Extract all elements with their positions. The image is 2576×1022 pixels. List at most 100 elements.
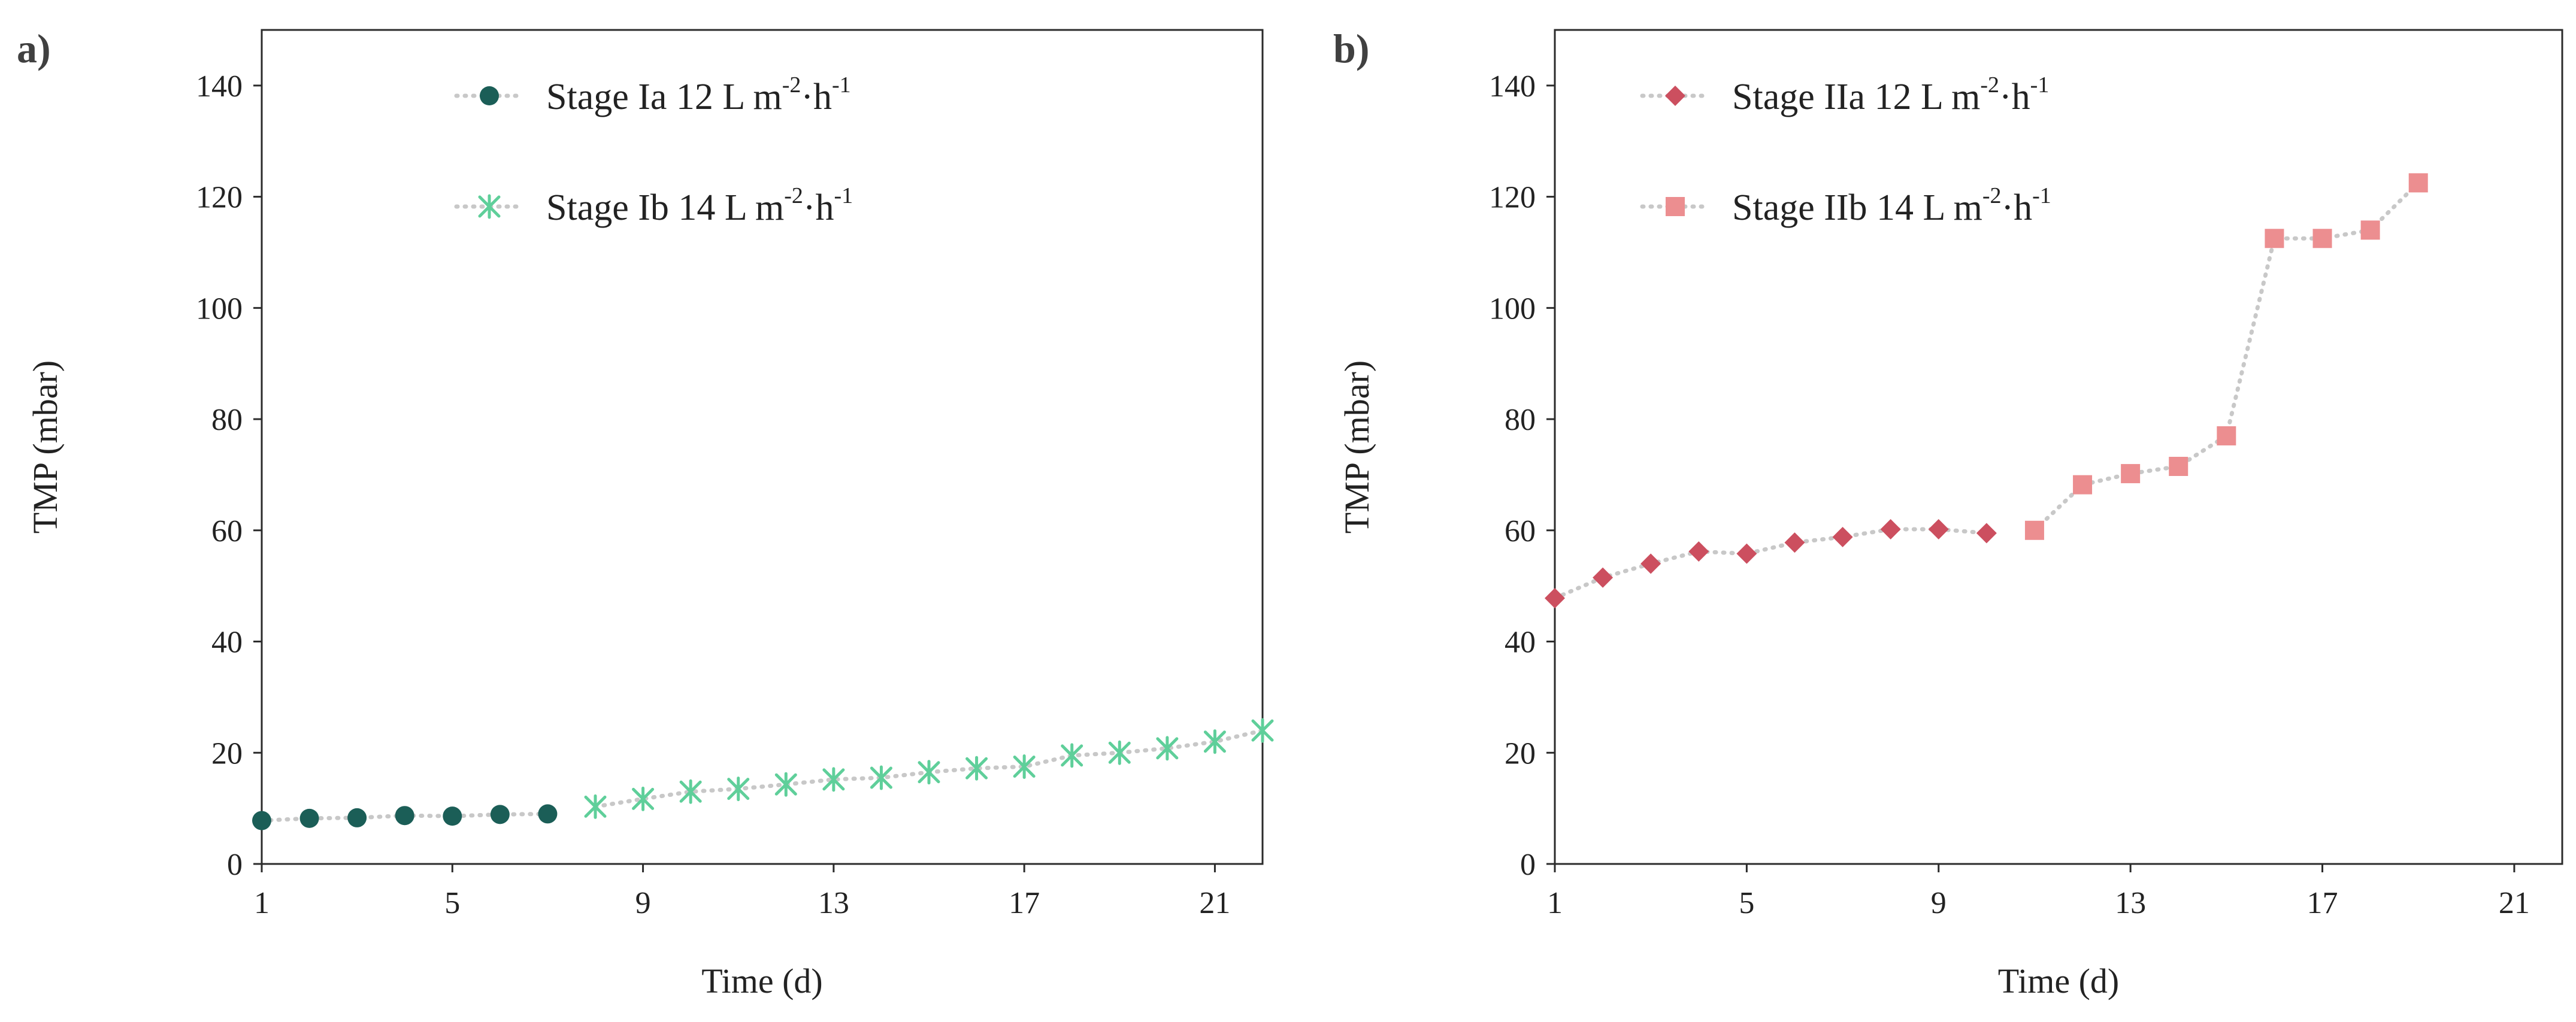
data-point xyxy=(1013,754,1036,779)
data-point xyxy=(1976,523,1997,544)
legend-text-part: Stage Ia 12 L m xyxy=(546,77,782,117)
data-point xyxy=(443,806,462,826)
legend-marker xyxy=(1665,86,1685,106)
x-tick-label: 9 xyxy=(635,886,651,920)
legend-superscript: -1 xyxy=(832,72,851,98)
y-axis-title: TMP (mbar) xyxy=(26,360,65,533)
legend-superscript: -1 xyxy=(2030,72,2050,98)
x-axis-title: Time (d) xyxy=(701,962,823,1000)
legend-superscript: -1 xyxy=(2032,183,2051,208)
data-point xyxy=(299,808,319,828)
legend-entry-1: Stage Ib 14 L m-2·h-1 xyxy=(454,183,853,228)
plot-frame xyxy=(261,29,1264,865)
y-tick-label: 100 xyxy=(196,292,243,326)
series-line xyxy=(2032,180,2421,533)
y-tick-label: 20 xyxy=(211,736,243,771)
data-point xyxy=(1203,729,1226,754)
y-tick-label: 40 xyxy=(1505,626,1536,660)
y-axis-title: TMP (mbar) xyxy=(1337,360,1376,533)
legend-entry-0: Stage Ia 12 L m-2·h-1 xyxy=(454,72,851,117)
data-point xyxy=(679,779,702,804)
legend-label: Stage IIb 14 L m-2·h-1 xyxy=(1732,183,2051,228)
legend-marker xyxy=(478,194,501,219)
data-point xyxy=(632,786,655,811)
chart-panel-b: b) 0 20 40 60 80 100 120 140 1 5 9 13 17 21 Time (d) TMP… xyxy=(1333,26,2563,1000)
legend-superscript: -2 xyxy=(1980,72,1999,98)
data-point xyxy=(1545,588,1565,609)
legend-entry-1: Stage IIb 14 L m-2·h-1 xyxy=(1640,183,2051,228)
data-point xyxy=(538,804,558,824)
y-tick-label: 120 xyxy=(1489,181,1536,215)
x-tick-label: 9 xyxy=(1931,886,1947,920)
data-point xyxy=(2121,464,2141,484)
data-point xyxy=(2073,475,2093,495)
data-point xyxy=(918,760,940,785)
legend-text-part: ·h xyxy=(803,187,834,228)
data-point xyxy=(395,806,414,826)
series-0 xyxy=(1545,518,1997,609)
legend-label: Stage IIa 12 L m-2·h-1 xyxy=(1732,72,2049,117)
data-point xyxy=(2408,173,2428,193)
data-point xyxy=(2217,426,2236,445)
legend-text-part: ·h xyxy=(2002,187,2033,228)
x-tick-label: 1 xyxy=(254,886,270,920)
data-point xyxy=(1688,541,1709,562)
y-tick-label: 0 xyxy=(1520,848,1536,882)
data-point xyxy=(1880,518,1901,539)
data-point xyxy=(584,794,607,819)
y-tick-label: 40 xyxy=(211,626,243,660)
data-point xyxy=(1593,567,1614,588)
data-point xyxy=(1928,518,1949,539)
data-point xyxy=(347,808,367,827)
legend-label: Stage Ia 12 L m-2·h-1 xyxy=(546,72,851,117)
data-point xyxy=(1061,743,1083,768)
data-point xyxy=(822,767,845,792)
data-point xyxy=(1784,532,1805,553)
data-point xyxy=(2265,229,2284,248)
legend-superscript: -2 xyxy=(782,72,801,98)
data-point xyxy=(2312,229,2332,248)
x-tick-label: 17 xyxy=(2307,886,2338,920)
panel-label: b) xyxy=(1333,26,1369,71)
legend-text-part: Stage Ib 14 L m xyxy=(546,187,784,228)
y-tick-label: 60 xyxy=(1505,514,1536,548)
legend-superscript: -2 xyxy=(1982,183,2002,208)
series-1 xyxy=(584,718,1274,819)
legend-label: Stage Ib 14 L m-2·h-1 xyxy=(546,183,853,228)
data-point xyxy=(1108,740,1131,765)
y-tick-label: 20 xyxy=(1505,736,1536,771)
chart-panel-a: a) 0 20 40 60 80 100 120 140 1 5 9 13 17 21 Time (d) TMP… xyxy=(17,26,1274,1000)
data-point xyxy=(727,777,750,802)
data-point xyxy=(1156,736,1179,761)
x-tick-label: 17 xyxy=(1009,886,1040,920)
y-tick-label: 60 xyxy=(211,514,243,548)
x-axis-title: Time (d) xyxy=(1998,962,2120,1000)
y-tick-label: 80 xyxy=(1505,403,1536,437)
legend-text-part: ·h xyxy=(1999,77,2030,117)
y-tick-label: 100 xyxy=(1489,292,1536,326)
y-tick-label: 80 xyxy=(211,403,243,437)
legend-superscript: -2 xyxy=(784,183,803,208)
y-tick-label: 140 xyxy=(1489,69,1536,104)
x-tick-label: 21 xyxy=(2499,886,2530,920)
legend-marker xyxy=(480,86,499,105)
x-tick-label: 13 xyxy=(818,886,849,920)
data-point xyxy=(252,811,271,830)
legend-text-part: Stage IIa 12 L m xyxy=(1732,77,1980,117)
series-0 xyxy=(252,804,558,830)
data-point xyxy=(1640,553,1661,574)
plot-frame xyxy=(1554,29,2563,865)
data-point xyxy=(774,772,797,797)
series-line xyxy=(1552,527,1989,601)
data-point xyxy=(1736,543,1757,564)
data-point xyxy=(2360,220,2380,240)
panel-label: a) xyxy=(17,26,51,71)
data-point xyxy=(965,756,988,781)
y-tick-label: 140 xyxy=(196,69,243,104)
legend-text-part: Stage IIb 14 L m xyxy=(1732,187,1982,228)
data-point xyxy=(490,805,510,824)
x-tick-label: 5 xyxy=(1739,886,1754,920)
y-tick-label: 0 xyxy=(227,848,243,882)
x-tick-label: 13 xyxy=(2115,886,2146,920)
